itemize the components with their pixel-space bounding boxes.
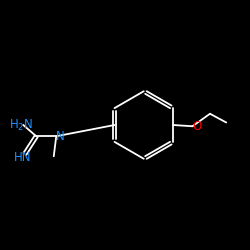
Text: HN: HN <box>14 151 31 164</box>
Text: H$_2$N: H$_2$N <box>9 118 33 132</box>
Text: O: O <box>192 120 202 133</box>
Text: N: N <box>56 130 65 143</box>
